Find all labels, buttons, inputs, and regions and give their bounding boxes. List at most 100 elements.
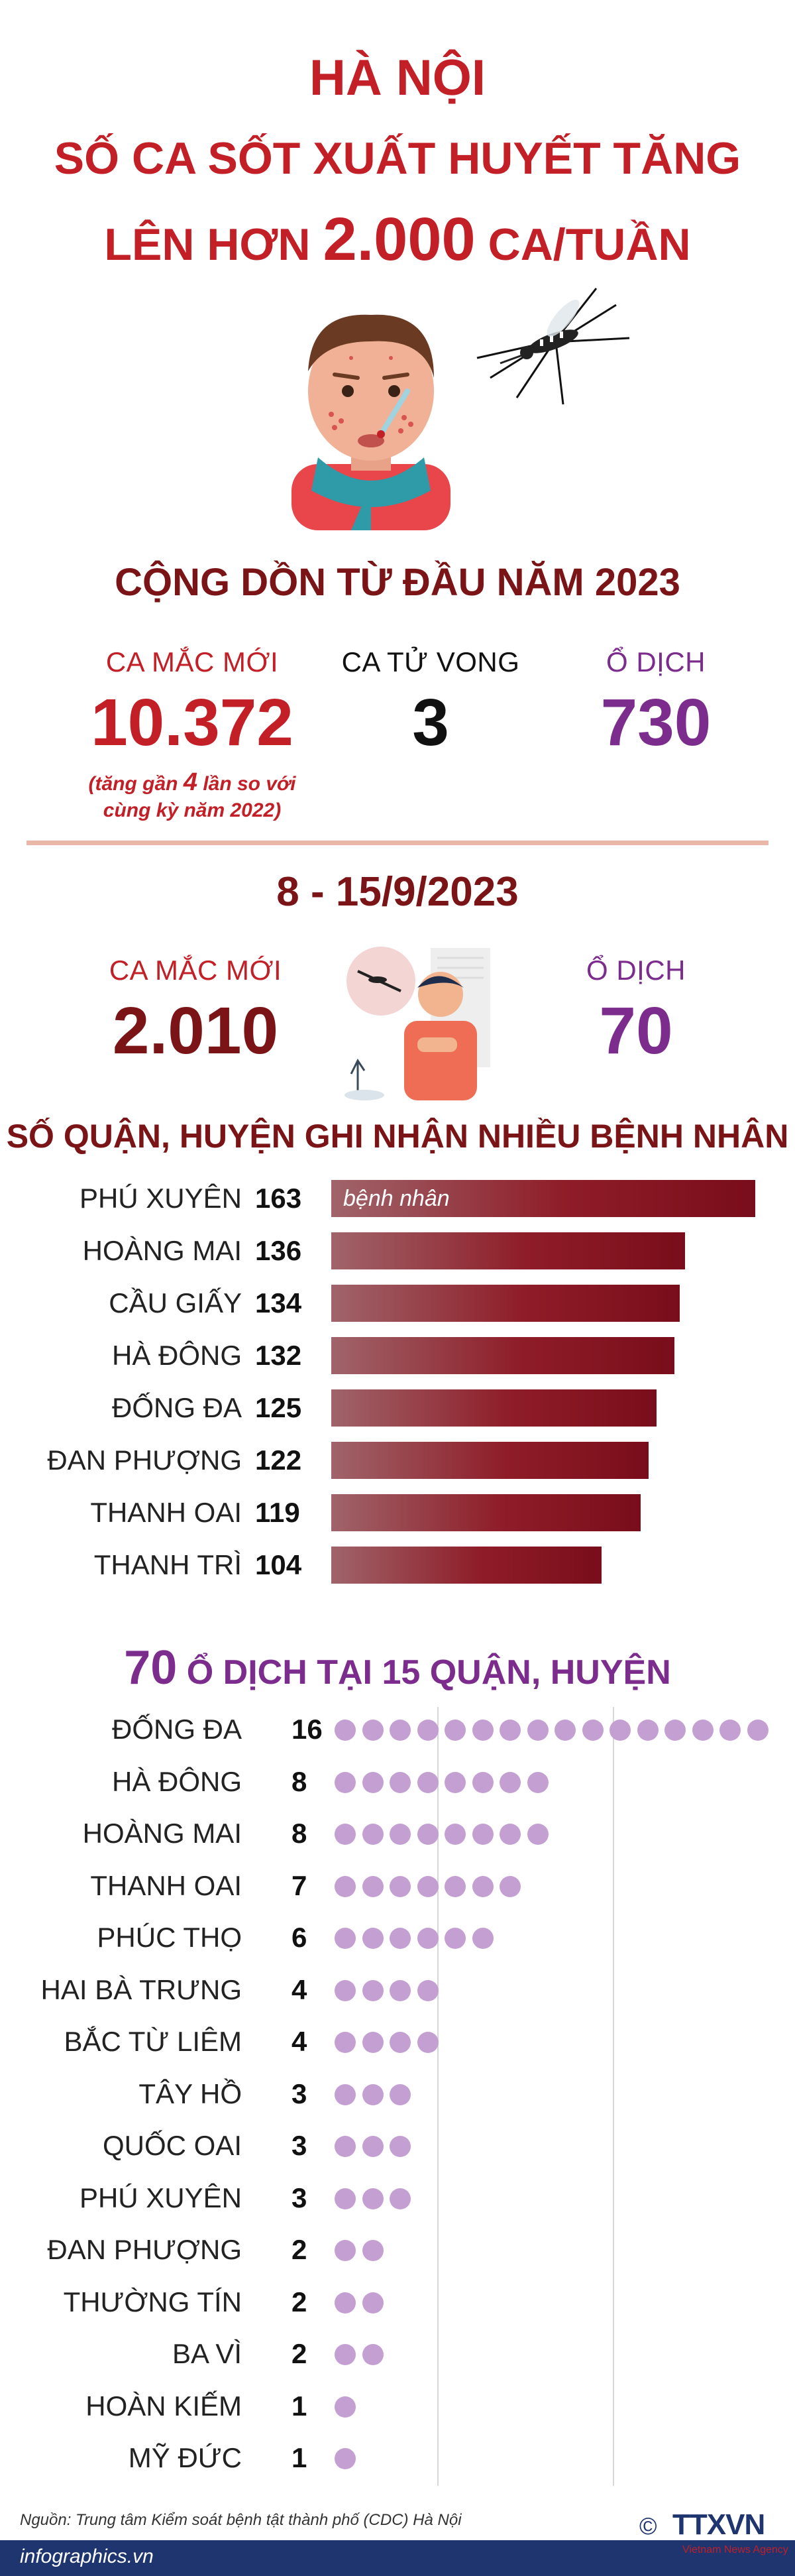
bar-value: 132 <box>255 1340 302 1371</box>
bar-value: 122 <box>255 1444 302 1476</box>
dot-row-value: 6 <box>292 1922 307 1953</box>
outbreak-dot <box>472 1928 494 1949</box>
bar <box>331 1337 674 1374</box>
bar <box>331 1285 680 1322</box>
dot-row-value: 2 <box>292 2234 307 2265</box>
outbreak-dot <box>390 2188 411 2209</box>
outbreak-dot <box>417 1876 439 1897</box>
bar-label: ĐAN PHƯỢNG <box>47 1444 242 1476</box>
ttxvn-logo: TTXVN <box>672 2508 765 2541</box>
patient-illustration <box>344 947 490 1100</box>
outbreak-dot <box>335 2344 356 2365</box>
bar <box>331 1389 657 1427</box>
outbreak-dot <box>362 2240 384 2261</box>
outbreak-dot <box>417 1824 439 1845</box>
outbreak-dot <box>362 1928 384 1949</box>
outbreak-dot <box>335 1928 356 1949</box>
bar-value: 134 <box>255 1287 302 1318</box>
mosquito-illustration <box>476 288 630 405</box>
dot-row-label: THƯỜNG TÍN <box>63 2286 242 2317</box>
cumulative-deaths-label: CA TỬ VONG <box>341 646 520 677</box>
note-pre: (tăng gần <box>88 773 178 795</box>
outbreak-dot <box>390 1772 411 1793</box>
bar-value: 136 <box>255 1235 302 1266</box>
week-new-cases-value: 2.010 <box>112 994 279 1068</box>
outbreak-dot <box>362 2084 384 2105</box>
week-outbreaks-label: Ổ DỊCH <box>586 955 686 986</box>
dot-row-value: 4 <box>292 1974 307 2005</box>
outbreak-dot <box>390 1876 411 1897</box>
ttxvn-logo-subtitle: Vietnam News Agency <box>682 2544 788 2555</box>
footer-bar <box>0 2540 795 2576</box>
dot-row-value: 4 <box>292 2026 307 2057</box>
outbreak-dot <box>335 1824 356 1845</box>
bar <box>331 1494 641 1531</box>
bar-value: 119 <box>255 1497 300 1528</box>
outbreak-dot <box>390 2084 411 2105</box>
outbreak-dot <box>390 1980 411 2001</box>
bar-label: HOÀNG MAI <box>82 1235 242 1266</box>
outbreak-dot <box>445 1928 466 1949</box>
main-title-line1: HÀ NỘI <box>309 50 486 106</box>
bar-label: ĐỐNG ĐA <box>111 1392 242 1423</box>
outbreak-dot <box>390 1928 411 1949</box>
dot-row-value: 3 <box>292 2182 307 2213</box>
outbreak-dot <box>747 1720 768 1741</box>
outbreak-dot <box>362 1772 384 1793</box>
dot-row-label: HOÀNG MAI <box>82 1818 242 1849</box>
outbreak-dot <box>527 1720 549 1741</box>
outbreak-dot <box>362 2344 384 2365</box>
cumulative-new-cases-label: CA MẮC MỚI <box>105 646 279 677</box>
dot-row-label: HAI BÀ TRƯNG <box>40 1974 242 2005</box>
copyright-symbol: © <box>639 2512 657 2540</box>
dot-row-label: PHÚC THỌ <box>97 1922 242 1953</box>
outbreak-dot <box>362 2032 384 2053</box>
outbreaks-dot-chart: ĐỐNG ĐA 16 HÀ ĐÔNG 8 HOÀNG MAI 8 THANH OAI 7 PHÚ… <box>0 1714 795 2489</box>
bar-label: THANH TRÌ <box>93 1549 242 1580</box>
outbreak-dot <box>335 2032 356 2053</box>
outbreak-dot <box>582 1720 604 1741</box>
outbreak-dot <box>335 2188 356 2209</box>
bar: bệnh nhân <box>331 1180 755 1217</box>
outbreak-dot <box>335 1876 356 1897</box>
outbreak-dot <box>445 1772 466 1793</box>
districts-bar-chart: PHÚ XUYÊN 163 bệnh nhân HOÀNG MAI 136 CẦU GIẤ… <box>0 1180 795 1604</box>
outbreak-dot <box>527 1772 549 1793</box>
dot-row-value: 7 <box>292 1870 307 1901</box>
outbreak-dot <box>417 1928 439 1949</box>
outbreak-dot <box>390 2032 411 2053</box>
outbreak-dot <box>335 2292 356 2313</box>
dot-row-label: THANH OAI <box>90 1870 242 1901</box>
note-post: lần so với <box>203 773 296 795</box>
dot-row-label: HOÀN KIẾM <box>85 2390 242 2422</box>
outbreak-dot <box>500 1824 521 1845</box>
outbreak-dot <box>555 1720 576 1741</box>
outbreak-dot <box>472 1876 494 1897</box>
main-title-line2: SỐ CA SỐT XUẤT HUYẾT TĂNG <box>54 133 741 184</box>
outbreak-dot <box>362 1876 384 1897</box>
cumulative-outbreaks-value: 730 <box>600 685 712 760</box>
outbreak-dot <box>417 2032 439 2053</box>
dot-row-label: ĐỐNG ĐA <box>111 1714 242 1745</box>
outbreak-dot <box>472 1772 494 1793</box>
bar-value: 104 <box>255 1549 302 1580</box>
bar <box>331 1547 602 1584</box>
cumulative-outbreaks-label: Ổ DỊCH <box>606 646 706 677</box>
dot-grid-line-10 <box>613 1707 614 2486</box>
bar <box>331 1232 685 1269</box>
source-text: Nguồn: Trung tâm Kiểm soát bệnh tật thàn… <box>20 2511 462 2529</box>
dot-row-value: 8 <box>292 1766 307 1797</box>
outbreak-dot <box>335 2084 356 2105</box>
outbreak-dot <box>500 1876 521 1897</box>
bar-unit-label: bệnh nhân <box>343 1186 450 1211</box>
outbreak-dot <box>362 2136 384 2157</box>
outbreak-dot <box>719 1720 741 1741</box>
outbreak-dot <box>390 1824 411 1845</box>
dot-row-value: 2 <box>292 2338 307 2369</box>
outbreak-dot <box>664 1720 686 1741</box>
outbreak-dot <box>335 1980 356 2001</box>
cumulative-new-cases-value: 10.372 <box>91 685 293 760</box>
dot-row-label: BA VÌ <box>172 2338 242 2369</box>
sick-man-illustration <box>292 314 450 530</box>
bar-value: 163 <box>255 1183 302 1214</box>
